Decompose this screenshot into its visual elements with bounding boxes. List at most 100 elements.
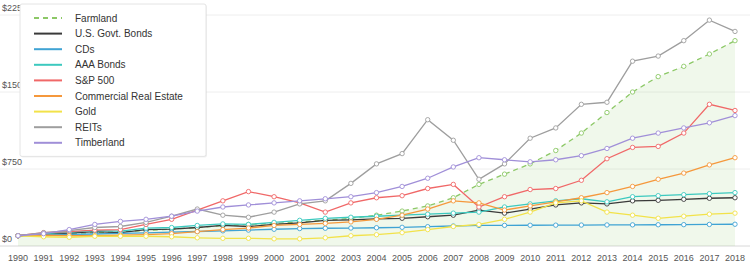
marker [451,165,455,169]
marker [67,227,71,231]
marker [554,223,558,227]
x-tick-label: 2007 [443,253,463,263]
marker [528,223,532,227]
marker [630,59,634,63]
marker [323,236,327,240]
marker [16,234,20,238]
marker [528,187,532,191]
series [16,196,737,238]
marker [605,157,609,161]
marker [502,172,506,176]
marker [707,212,711,216]
legend-swatch [34,111,62,113]
marker [144,234,148,238]
legend-swatch [34,126,62,128]
marker [528,204,532,208]
legend-swatch [34,142,62,144]
legend-swatch [34,48,62,50]
x-tick-label: 1991 [34,253,54,263]
x-tick-label: 1993 [85,253,105,263]
y-tick-label: $0 [2,234,12,244]
marker [246,226,250,230]
legend-label: Gold [75,106,96,117]
marker [221,227,225,231]
marker [400,230,404,234]
x-tick-label: 2017 [699,253,719,263]
x-tick-label: 1999 [238,253,258,263]
y-tick-label: $750 [2,157,22,167]
legend-swatch [34,79,62,81]
legend-label: REITs [75,122,102,133]
x-tick-label: 2012 [571,253,591,263]
marker [144,217,148,221]
marker [477,222,481,226]
marker [426,212,430,216]
marker [630,136,634,140]
marker [93,222,97,226]
marker [605,190,609,194]
marker [707,222,711,226]
marker [16,234,20,238]
marker [733,108,737,112]
marker [349,215,353,219]
x-tick-label: 2006 [418,253,438,263]
marker [682,192,686,196]
marker [426,118,430,122]
series-line [18,201,735,239]
marker [272,201,276,205]
marker [246,215,250,219]
marker [502,223,506,227]
marker [169,214,173,218]
marker [400,193,404,197]
marker [118,224,122,228]
x-tick-label: 2009 [495,253,515,263]
marker [605,200,609,204]
marker [477,182,481,186]
legend-label: S&P 500 [75,75,115,86]
marker [656,198,660,202]
marker [554,186,558,190]
marker [374,196,378,200]
legend-label: Commercial Real Estate [75,91,183,102]
marker [323,197,327,201]
series [16,38,737,237]
marker [477,201,481,205]
marker [16,234,20,238]
marker [323,226,327,230]
marker [246,236,250,240]
marker [374,233,378,237]
marker [682,214,686,218]
marker [246,189,250,193]
series [16,190,737,238]
legend-swatch [34,64,62,66]
marker [502,195,506,199]
x-tick-label: 2011 [546,253,565,263]
marker [16,234,20,238]
marker [656,131,660,135]
marker [297,199,301,203]
marker [656,193,660,197]
series [16,199,737,241]
x-tick-label: 2004 [366,253,386,263]
marker [169,235,173,239]
marker [579,153,583,157]
legend-label: Timberland [75,137,125,148]
x-tick-label: 2001 [290,253,310,263]
marker [579,102,583,106]
x-tick-label: 1997 [187,253,207,263]
series-line [18,158,735,236]
marker [349,220,353,224]
marker [246,203,250,207]
marker [297,222,301,226]
marker [707,163,711,167]
marker [272,195,276,199]
x-tick-label: 1994 [110,253,130,263]
marker [554,158,558,162]
marker [554,126,558,130]
marker [477,210,481,214]
marker [426,186,430,190]
x-tick-label: 2010 [520,253,540,263]
x-tick-label: 2018 [725,253,745,263]
marker [707,18,711,22]
legend-swatch [34,17,62,19]
